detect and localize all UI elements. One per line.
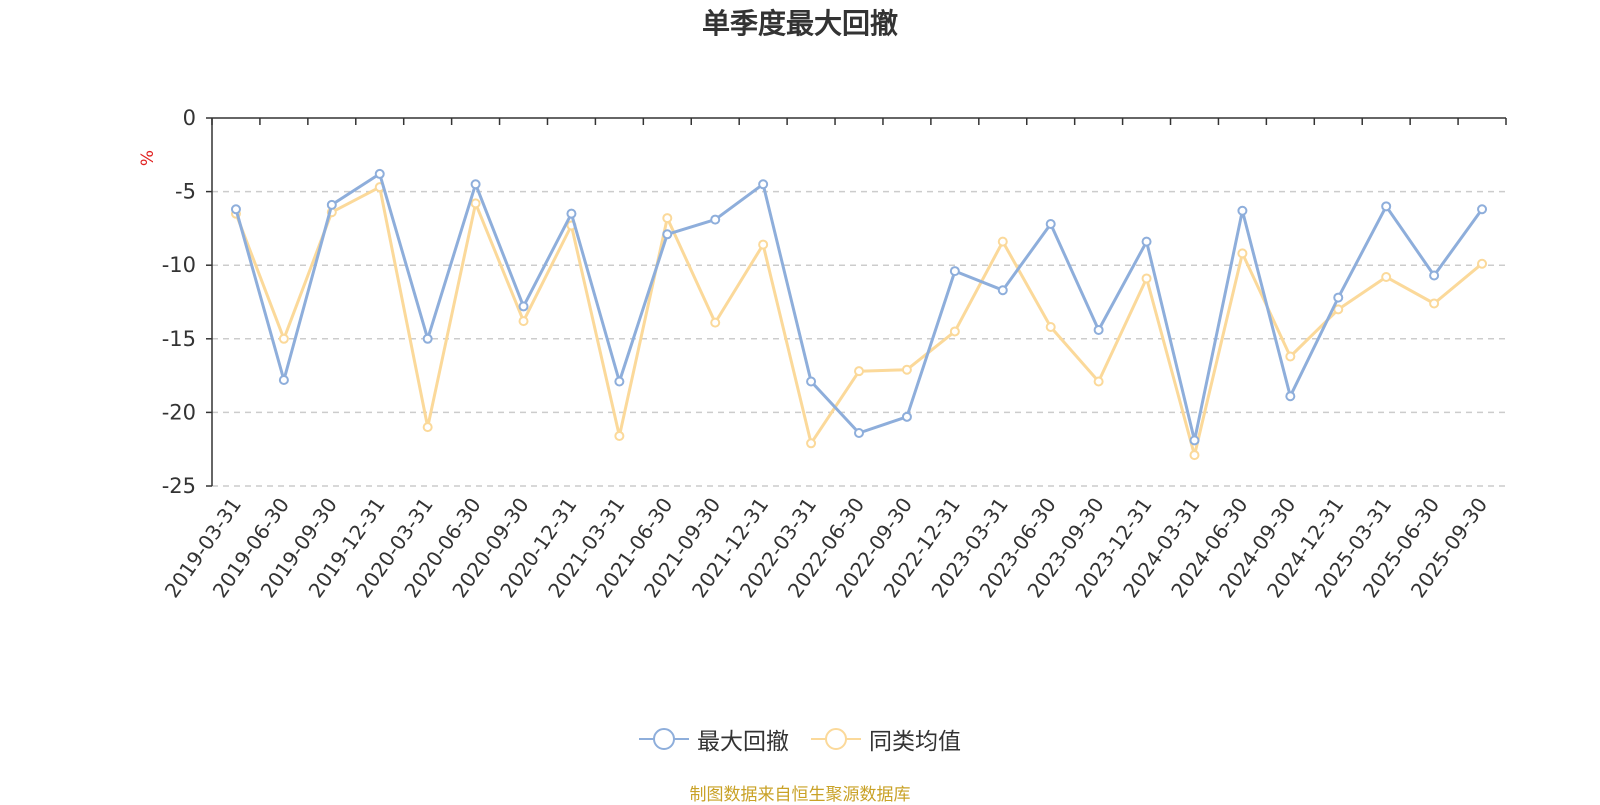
y-tick-label: -20: [162, 400, 196, 424]
data-point-max-drawdown: [901, 411, 912, 422]
data-point-max-drawdown: [1093, 324, 1104, 335]
data-point-peer-average: [1333, 304, 1344, 315]
data-point-peer-average: [758, 239, 769, 250]
y-tick-label: 0: [183, 106, 196, 130]
data-point-peer-average: [278, 333, 289, 344]
legend: 最大回撤 同类均值: [0, 722, 1600, 756]
data-point-peer-average: [1285, 351, 1296, 362]
legend-item-peer-average[interactable]: 同类均值: [811, 722, 961, 756]
legend-label-max-drawdown: 最大回撤: [697, 729, 789, 755]
chart-title: 单季度最大回撤: [701, 7, 898, 40]
data-point-peer-average: [1045, 322, 1056, 333]
data-point-max-drawdown: [374, 168, 385, 179]
y-tick-label: -15: [162, 327, 196, 351]
data-point-max-drawdown: [1141, 236, 1152, 247]
data-point-peer-average: [662, 213, 673, 224]
data-point-peer-average: [614, 430, 625, 441]
y-tick-label: -5: [175, 180, 196, 204]
data-point-peer-average: [997, 236, 1008, 247]
data-point-max-drawdown: [278, 375, 289, 386]
y-axis-label: %: [138, 150, 158, 166]
data-point-peer-average: [470, 198, 481, 209]
data-point-peer-average: [1093, 376, 1104, 387]
y-tick-label: -25: [162, 474, 196, 498]
data-point-max-drawdown: [422, 333, 433, 344]
data-point-max-drawdown: [710, 214, 721, 225]
data-point-max-drawdown: [854, 428, 864, 439]
data-point-max-drawdown: [997, 285, 1008, 296]
data-point-max-drawdown: [1045, 218, 1056, 229]
data-point-max-drawdown: [230, 204, 241, 215]
data-point-max-drawdown: [1477, 204, 1488, 215]
data-point-peer-average: [1381, 271, 1392, 282]
data-point-peer-average: [901, 364, 912, 375]
data-point-peer-average: [854, 366, 864, 377]
data-point-max-drawdown: [1429, 270, 1440, 281]
legend-marker-peer-average: [811, 728, 861, 750]
data-point-max-drawdown: [1285, 391, 1296, 402]
data-point-peer-average: [1429, 298, 1440, 309]
legend-label-peer-average: 同类均值: [869, 729, 961, 755]
legend-item-max-drawdown[interactable]: 最大回撤: [639, 722, 789, 756]
data-point-peer-average: [518, 316, 529, 327]
data-point-peer-average: [806, 438, 817, 449]
data-point-max-drawdown: [1333, 292, 1344, 303]
data-point-max-drawdown: [566, 208, 577, 219]
data-point-max-drawdown: [1237, 205, 1248, 216]
data-point-max-drawdown: [614, 376, 625, 387]
data-point-max-drawdown: [758, 179, 769, 190]
data-point-peer-average: [1189, 450, 1200, 461]
data-point-max-drawdown: [326, 199, 337, 210]
data-point-max-drawdown: [806, 376, 817, 387]
legend-marker-max-drawdown: [639, 728, 689, 750]
data-point-peer-average: [710, 317, 721, 328]
data-point-max-drawdown: [662, 229, 673, 240]
data-source-note: 制图数据来自恒生聚源数据库: [689, 785, 911, 805]
data-point-peer-average: [949, 326, 960, 337]
data-point-peer-average: [1237, 248, 1248, 259]
data-point-max-drawdown: [470, 179, 481, 190]
data-point-peer-average: [1141, 273, 1152, 284]
y-tick-label: -10: [162, 253, 196, 277]
data-point-max-drawdown: [949, 266, 960, 277]
data-point-max-drawdown: [1381, 201, 1392, 212]
data-point-peer-average: [1477, 258, 1488, 269]
data-point-peer-average: [422, 422, 433, 433]
data-point-max-drawdown: [518, 301, 529, 312]
data-point-max-drawdown: [1189, 435, 1200, 446]
